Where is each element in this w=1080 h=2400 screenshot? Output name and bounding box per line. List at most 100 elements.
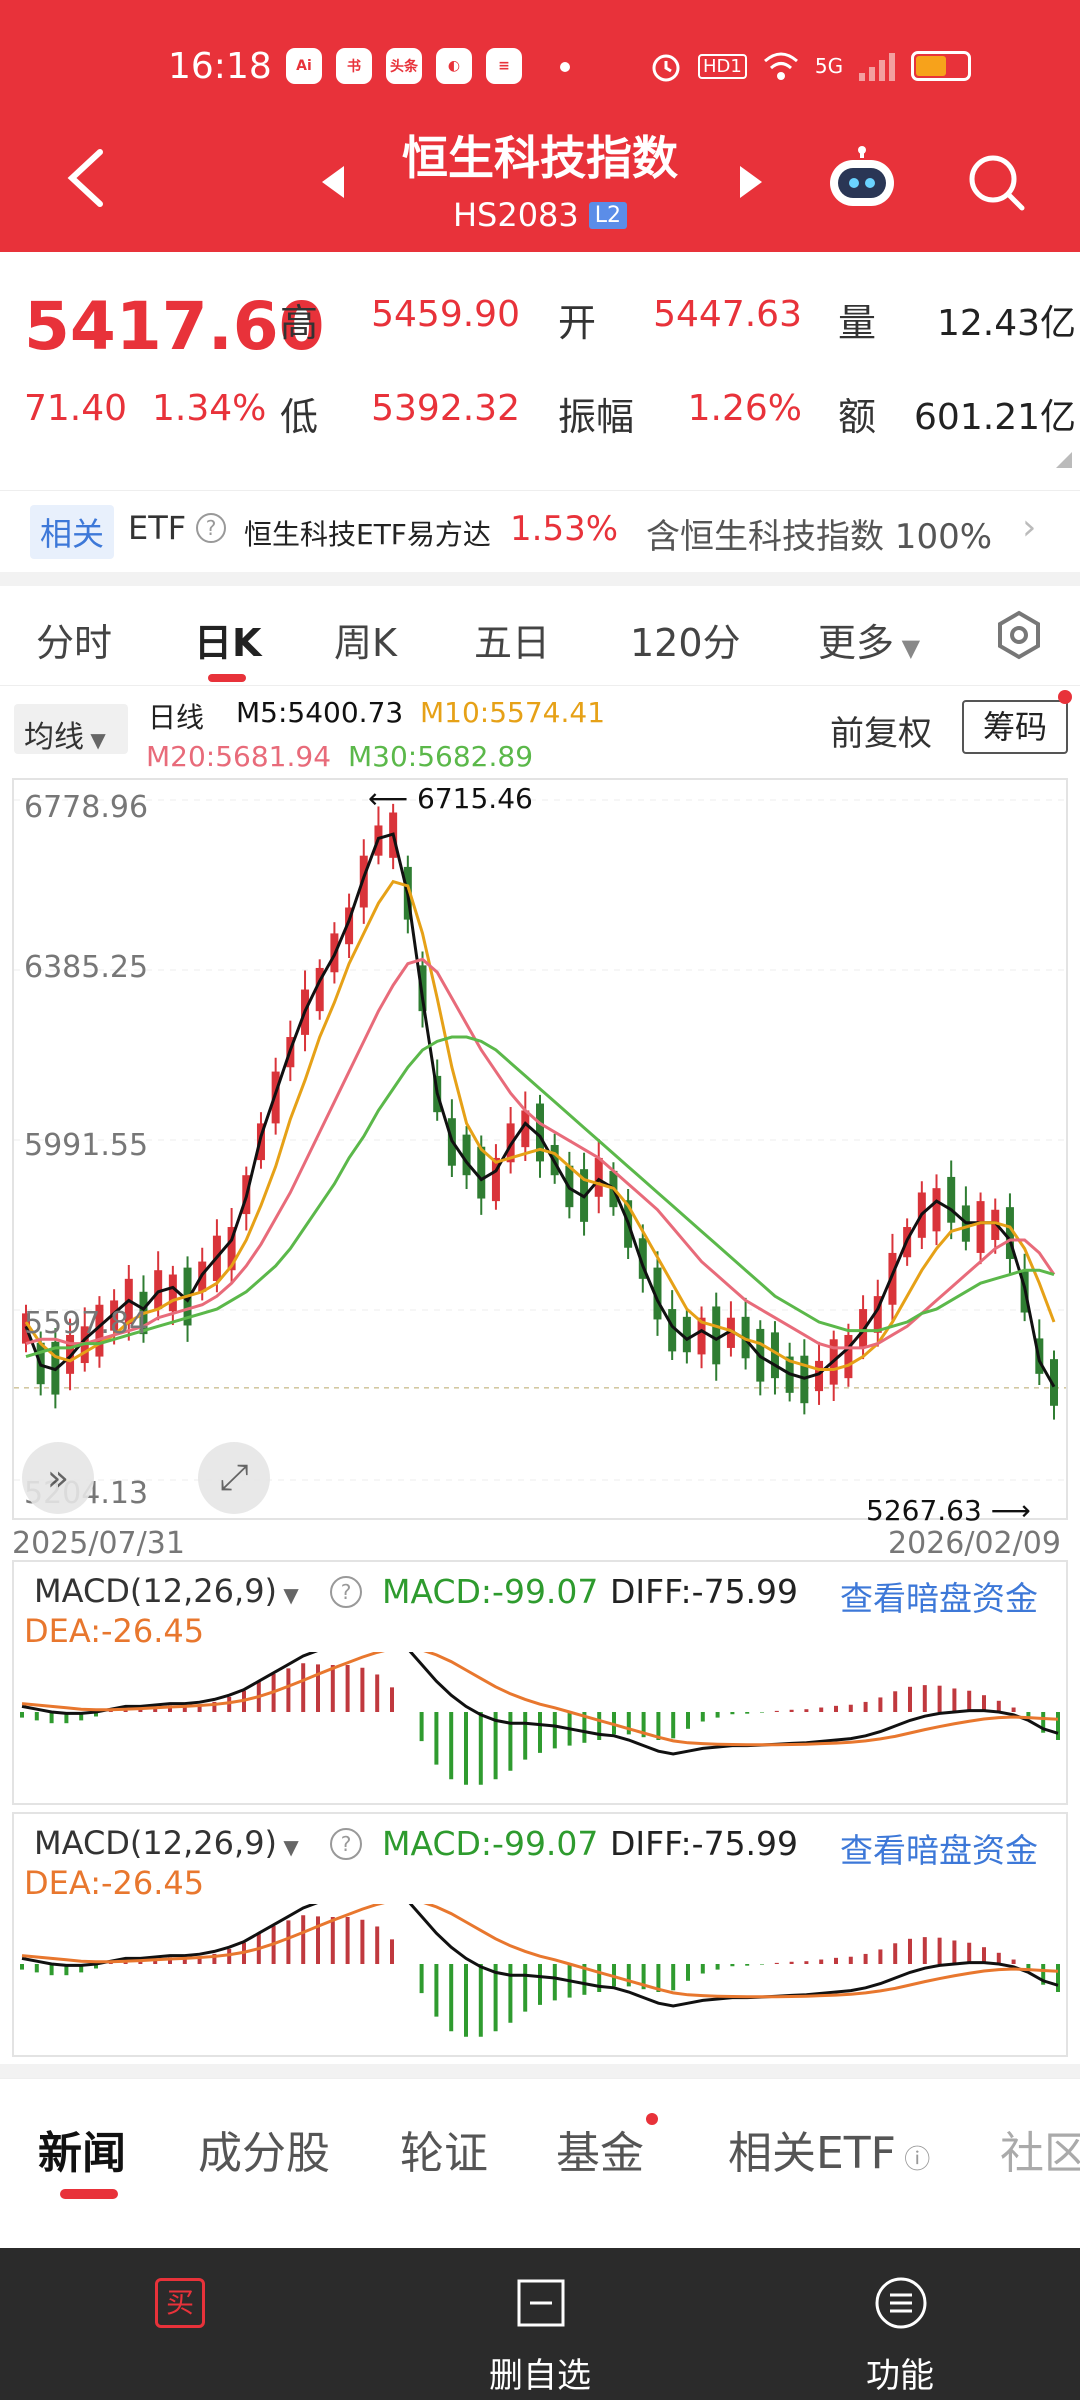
toutiao-app-icon: 头条 xyxy=(386,48,422,84)
news-tabs: 新闻 成分股 轮证 基金 相关ETF ⓘ 社区 xyxy=(0,2078,1080,2204)
tab-warrants[interactable]: 轮证 xyxy=(400,2128,488,2179)
settings-icon[interactable] xyxy=(994,610,1044,660)
amount-value: 601.21亿 xyxy=(914,397,1076,438)
expand-corner-icon[interactable] xyxy=(1056,452,1072,468)
candle-body xyxy=(668,1309,677,1352)
tab-community[interactable]: 社区 xyxy=(1000,2128,1080,2179)
index-code: HS2083 xyxy=(452,196,579,234)
ma-line-m20 xyxy=(25,957,1056,1350)
dropdown-icon: ▼ xyxy=(894,634,921,662)
kline-chart[interactable] xyxy=(12,778,1068,1520)
title-block: 恒生科技指数 HS2083 L2 xyxy=(300,122,780,234)
candle-body xyxy=(95,1304,104,1357)
related-etf-bar[interactable]: 相关 ETF ? 恒生科技ETF易方达 1.53% 含恒生科技指数 100% › xyxy=(0,490,1080,570)
etf-holding: 含恒生科技指数 100% xyxy=(646,517,993,557)
period-label: 日线 xyxy=(148,701,205,734)
high-value: 5459.90 xyxy=(371,294,520,335)
ma-line-m30 xyxy=(25,1035,1055,1359)
end-date: 2026/02/09 xyxy=(888,1526,1061,1561)
tab-five-day[interactable]: 五日 xyxy=(474,621,551,665)
remove-watchlist-button[interactable]: 删自选 xyxy=(430,2248,650,2400)
chevron-right-icon[interactable]: › xyxy=(1022,507,1037,548)
tab-120-min[interactable]: 120分 xyxy=(630,621,741,665)
help-icon[interactable]: ? xyxy=(330,1576,362,1608)
remove-watchlist-label: 删自选 xyxy=(489,2356,591,2396)
macd-value: MACD:-99.07 xyxy=(382,1824,599,1863)
low-marker: 5267.63 ⟶ xyxy=(866,1494,1031,1527)
page-title: 恒生科技指数 xyxy=(402,131,678,185)
dark-pool-link[interactable]: 查看暗盘资金 xyxy=(840,1831,1038,1870)
tab-constituents[interactable]: 成分股 xyxy=(198,2128,330,2179)
tab-news[interactable]: 新闻 xyxy=(38,2128,126,2179)
ma10-value: M10:5574.41 xyxy=(420,696,606,729)
candle-body xyxy=(110,1300,119,1331)
tab-daily-k[interactable]: 日K xyxy=(194,621,262,665)
period-tabs: 分时 日K 周K 五日 120分 更多 ▼ xyxy=(0,586,1080,686)
price-change-pct: 1.34% xyxy=(152,388,267,429)
network-type: 5G xyxy=(814,54,844,78)
macd-selector[interactable]: MACD(12,26,9) ▼ xyxy=(34,1572,299,1610)
dea-value: DEA:-26.45 xyxy=(24,1612,205,1650)
ma-selector[interactable]: 均线 ▼ xyxy=(14,704,128,755)
next-index-icon[interactable] xyxy=(738,164,764,200)
back-icon[interactable] xyxy=(64,148,108,208)
book-app-icon: 书 xyxy=(336,48,372,84)
y-tick-3: 5597.84 xyxy=(24,1306,149,1341)
status-indicators: HD1 5G xyxy=(648,48,972,84)
buy-button[interactable]: 买 xyxy=(70,2248,290,2400)
macd-svg xyxy=(20,1904,1060,2037)
candle-body xyxy=(873,1296,882,1333)
adjustment-toggle[interactable]: 前复权 xyxy=(830,714,932,754)
candle-body xyxy=(1005,1207,1014,1259)
high-label: 高 xyxy=(280,301,319,345)
help-icon[interactable]: ? xyxy=(196,513,226,543)
open-value: 5447.63 xyxy=(653,294,802,335)
tab-more[interactable]: 更多 ▼ xyxy=(818,621,921,665)
candle-body xyxy=(594,1157,603,1197)
alarm-icon xyxy=(652,54,680,82)
wifi-icon xyxy=(763,52,798,80)
functions-button[interactable]: 功能 xyxy=(790,2248,1010,2400)
tab-funds[interactable]: 基金 xyxy=(556,2128,644,2179)
candle-body xyxy=(844,1334,853,1379)
help-icon[interactable]: ? xyxy=(330,1828,362,1860)
candle-body xyxy=(345,907,354,945)
divider xyxy=(0,572,1080,586)
candle-body xyxy=(712,1306,721,1365)
candle-body xyxy=(477,1146,486,1199)
tab-related-etf[interactable]: 相关ETF ⓘ xyxy=(728,2128,931,2179)
new-indicator-dot xyxy=(646,2113,658,2125)
tab-weekly-k[interactable]: 周K xyxy=(334,621,397,665)
macd-diff-line xyxy=(21,1652,1059,1756)
more-notifications-dot xyxy=(560,62,570,72)
macd-panel-1[interactable]: MACD(12,26,9) ▼ ? MACD:-99.07 DIFF:-75.9… xyxy=(12,1560,1068,1805)
diff-value: DIFF:-75.99 xyxy=(610,1824,799,1863)
candle-body xyxy=(638,1238,647,1279)
dropdown-icon: ▼ xyxy=(277,1583,299,1607)
volume-value: 12.43亿 xyxy=(936,303,1076,344)
amplitude-label: 振幅 xyxy=(558,395,635,439)
buy-icon: 买 xyxy=(155,2278,205,2328)
app-notification-icon: Ai xyxy=(286,48,322,84)
fullscreen-icon[interactable]: ⤢ xyxy=(198,1442,270,1514)
candle-body xyxy=(697,1317,706,1355)
ai-assistant-icon[interactable] xyxy=(826,146,898,210)
etf-name: 恒生科技ETF易方达 xyxy=(244,518,491,551)
candle-body xyxy=(536,1103,544,1162)
hd-icon: HD1 xyxy=(698,53,747,79)
tab-intraday[interactable]: 分时 xyxy=(36,621,113,665)
dark-pool-link[interactable]: 查看暗盘资金 xyxy=(840,1579,1038,1618)
etf-change-pct: 1.53% xyxy=(510,509,619,549)
ma-line-m5 xyxy=(24,832,1056,1388)
expand-sidebar-icon[interactable]: » xyxy=(22,1442,94,1514)
ma30-value: M30:5682.89 xyxy=(348,740,534,773)
macd-selector[interactable]: MACD(12,26,9) ▼ xyxy=(34,1824,299,1862)
search-icon[interactable] xyxy=(966,152,1026,212)
candle-body xyxy=(932,1188,941,1232)
related-tag: 相关 xyxy=(30,505,115,559)
macd-panel-2[interactable]: MACD(12,26,9) ▼ ? MACD:-99.07 DIFF:-75.9… xyxy=(12,1812,1068,2057)
signal-icon xyxy=(859,53,896,81)
ma5-value: M5:5400.73 xyxy=(236,696,404,729)
chips-button[interactable]: 筹码 xyxy=(962,700,1068,754)
prev-index-icon[interactable] xyxy=(320,164,346,200)
